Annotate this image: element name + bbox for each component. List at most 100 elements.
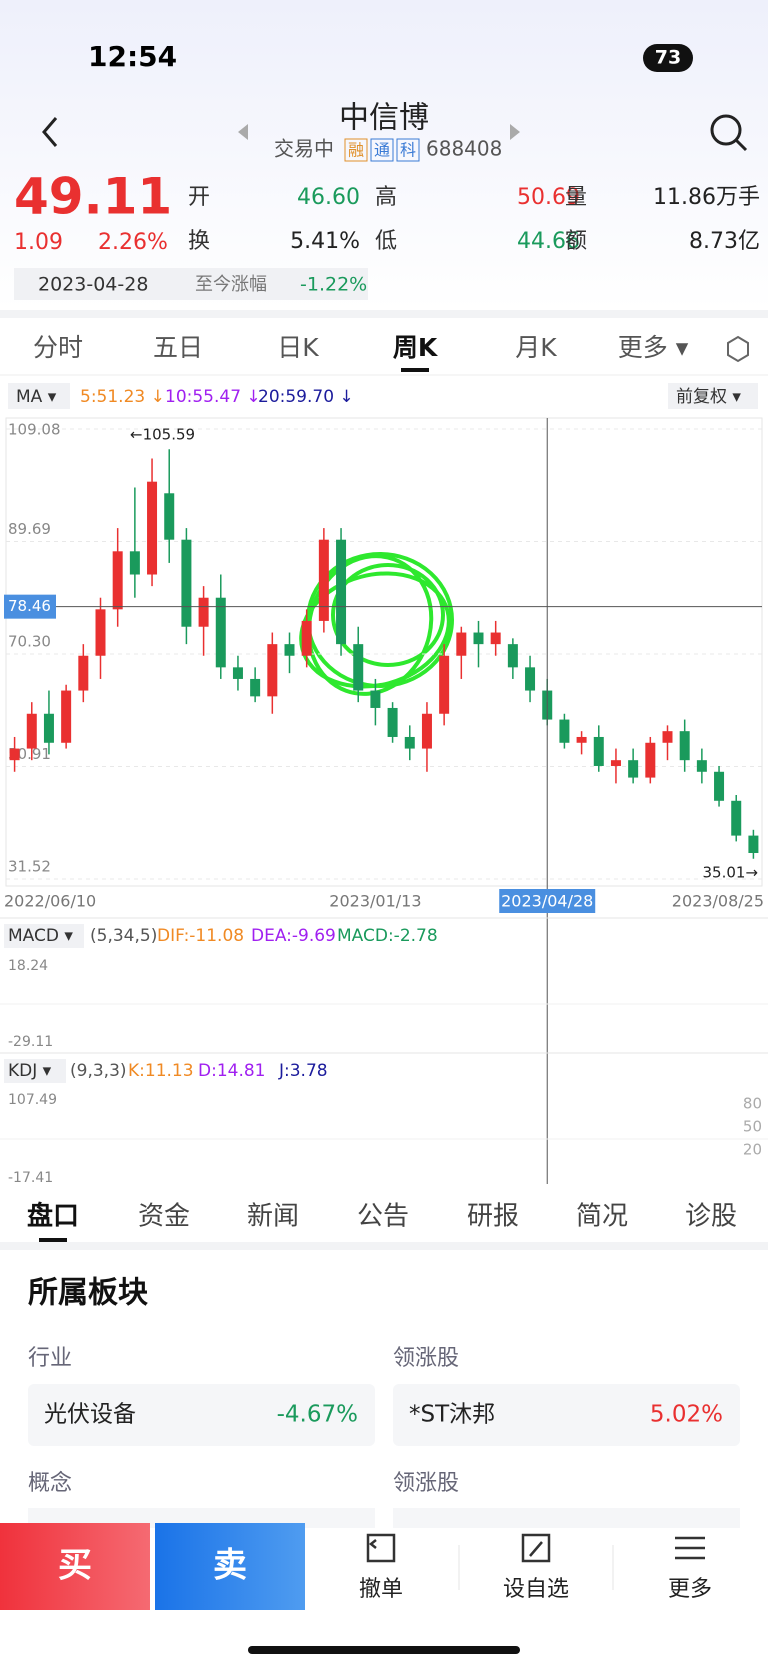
kdj-axis-label: 107.49 bbox=[8, 1092, 57, 1108]
ma-value: 20:59.70 ↓ bbox=[258, 387, 354, 407]
divider bbox=[0, 310, 768, 318]
candle-body bbox=[439, 655, 450, 714]
kdj-right-label: 50 bbox=[743, 1118, 762, 1136]
max-annotation: ←105.59 bbox=[130, 426, 195, 444]
header-bg bbox=[0, 0, 768, 310]
section-tab[interactable]: 研报 bbox=[467, 1202, 519, 1232]
sector-label: 领涨股 bbox=[393, 1471, 459, 1496]
candle-body bbox=[387, 707, 398, 737]
back-button[interactable] bbox=[42, 117, 58, 147]
sector-title: 所属板块 bbox=[28, 1276, 148, 1311]
candle-body bbox=[473, 632, 484, 645]
sell-label[interactable]: 卖 bbox=[213, 1546, 247, 1586]
ma-selector[interactable]: MA ▾ bbox=[16, 387, 57, 407]
tab[interactable]: 分时 bbox=[33, 333, 83, 362]
candle-body bbox=[164, 493, 175, 540]
more-icon bbox=[675, 1536, 705, 1560]
search-handle bbox=[734, 138, 748, 152]
crosshair-label: 78.46 bbox=[8, 597, 51, 615]
date-box bbox=[14, 268, 368, 300]
tab[interactable]: 五日 bbox=[153, 333, 203, 362]
battery bbox=[643, 44, 693, 72]
ma-value: 5:51.23 ↓ bbox=[80, 387, 165, 407]
change: 1.09 bbox=[14, 230, 63, 255]
section-tab[interactable]: 简况 bbox=[576, 1202, 628, 1232]
candle-body bbox=[679, 731, 690, 761]
search[interactable] bbox=[710, 114, 742, 146]
field-label: 开 bbox=[188, 185, 210, 210]
tag: 科 bbox=[400, 141, 416, 160]
section-tab[interactable]: 盘口 bbox=[27, 1201, 79, 1232]
action-label[interactable]: 更多 bbox=[668, 1577, 712, 1602]
tab[interactable]: 日K bbox=[277, 333, 319, 362]
candle-body bbox=[525, 667, 536, 691]
macd-axis-label: 18.24 bbox=[8, 958, 48, 974]
candle-body bbox=[284, 644, 295, 656]
candle-body bbox=[576, 736, 587, 743]
kdj-value: D:14.81 bbox=[198, 1061, 266, 1081]
candle-body bbox=[198, 597, 209, 627]
candle-body bbox=[147, 481, 158, 575]
sector-pct: 5.02% bbox=[650, 1402, 723, 1428]
section-tab[interactable]: 公告 bbox=[357, 1202, 409, 1232]
macd-selector[interactable]: MACD ▾ bbox=[8, 926, 73, 946]
kdj-selector[interactable]: KDJ ▾ bbox=[8, 1061, 52, 1081]
selector-box bbox=[4, 1059, 66, 1083]
candle-body bbox=[421, 713, 432, 749]
selector-box bbox=[4, 924, 84, 948]
candle-body bbox=[9, 748, 20, 761]
candle-body bbox=[456, 632, 467, 656]
section-tab[interactable]: 新闻 bbox=[247, 1202, 299, 1232]
ma-box bbox=[8, 383, 70, 409]
candle-body bbox=[559, 719, 570, 743]
field-value: 46.60 bbox=[297, 185, 360, 210]
sector-card[interactable] bbox=[393, 1384, 740, 1446]
sector-pct: -4.67% bbox=[277, 1402, 358, 1428]
chart-frame bbox=[5, 417, 763, 887]
sell-button[interactable] bbox=[155, 1523, 305, 1610]
y-tick-label: 31.52 bbox=[8, 858, 51, 876]
macd-params: (5,34,5) bbox=[90, 926, 157, 946]
sector-name: *ST沐邦 bbox=[409, 1402, 495, 1428]
candle-body bbox=[731, 800, 742, 836]
buy-button[interactable] bbox=[0, 1523, 150, 1610]
candle-body bbox=[301, 620, 312, 656]
trade-status: 交易中 bbox=[274, 137, 334, 161]
section-tab[interactable]: 诊股 bbox=[685, 1202, 737, 1232]
divider bbox=[0, 1242, 768, 1250]
date-highlight bbox=[499, 889, 596, 913]
buy-label[interactable]: 买 bbox=[58, 1546, 92, 1586]
x-tick-label: 2022/06/10 bbox=[4, 892, 96, 911]
x-tick-label: 2023/04/28 bbox=[501, 892, 593, 911]
sector-label: 行业 bbox=[28, 1346, 72, 1371]
ma-value: 10:55.47 ↓ bbox=[165, 387, 261, 407]
sector-card[interactable] bbox=[28, 1384, 375, 1446]
min-annotation: 35.01→ bbox=[702, 864, 758, 882]
section-tab[interactable]: 资金 bbox=[138, 1202, 190, 1232]
candle-body bbox=[95, 609, 106, 656]
battery-level: 73 bbox=[655, 47, 681, 69]
candle-body bbox=[250, 678, 261, 697]
field-value: 5.41% bbox=[290, 229, 360, 254]
sector-name: 光伏设备 bbox=[44, 1402, 136, 1428]
tag-box bbox=[396, 138, 420, 162]
adjust-selector[interactable]: 前复权 ▾ bbox=[676, 387, 741, 407]
section-indicator bbox=[39, 1238, 67, 1242]
candle-body bbox=[714, 771, 725, 801]
watch-icon bbox=[521, 1533, 551, 1563]
tab[interactable]: 更多 ▾ bbox=[618, 333, 689, 362]
candle-body bbox=[593, 736, 604, 766]
candle-body bbox=[26, 713, 37, 749]
field-label: 额 bbox=[565, 229, 587, 254]
tab[interactable]: 周K bbox=[393, 333, 439, 362]
candle-body bbox=[267, 644, 278, 697]
action-label[interactable]: 撤单 bbox=[359, 1577, 403, 1602]
field-label: 量 bbox=[565, 185, 587, 210]
tab[interactable]: 月K bbox=[515, 333, 557, 362]
settings[interactable] bbox=[727, 335, 749, 363]
price: 49.11 bbox=[14, 168, 172, 226]
candle-body bbox=[353, 644, 364, 691]
tag-box bbox=[370, 138, 394, 162]
sector-label: 领涨股 bbox=[393, 1346, 459, 1371]
action-label[interactable]: 设自选 bbox=[503, 1577, 569, 1602]
